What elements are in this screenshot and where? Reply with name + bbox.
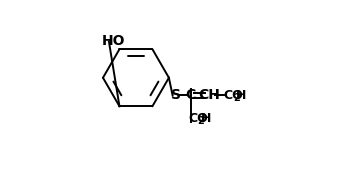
Text: CO: CO: [224, 89, 244, 102]
Text: HO: HO: [101, 34, 125, 48]
Text: S: S: [170, 89, 181, 102]
Text: CH: CH: [198, 89, 220, 102]
Text: CO: CO: [189, 112, 208, 125]
Text: 2: 2: [198, 116, 204, 126]
Text: C: C: [186, 89, 196, 102]
Text: H: H: [201, 112, 211, 125]
Text: 2: 2: [233, 93, 240, 103]
Text: H: H: [236, 89, 246, 102]
